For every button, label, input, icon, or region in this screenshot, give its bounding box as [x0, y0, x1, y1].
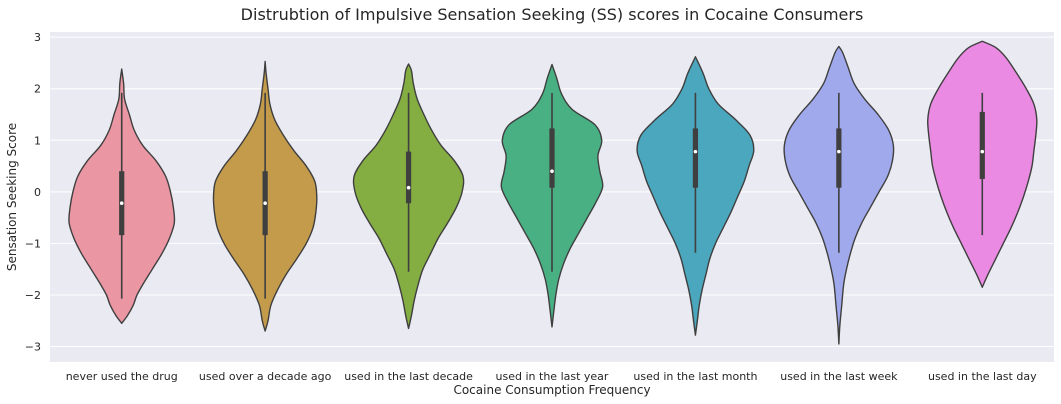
y-tick-labels: −3 −2 −1 0 1 2 3: [25, 31, 41, 353]
x-tick-label: used in the last week: [780, 370, 898, 383]
violin-iqr-box: [405, 151, 412, 204]
violin-median: [837, 149, 841, 154]
x-tick-label: used over a decade ago: [199, 370, 332, 383]
violins: [68, 40, 1038, 345]
violin-median: [980, 149, 985, 154]
violin-median: [119, 201, 124, 205]
x-tick-label: used in the last day: [928, 370, 1037, 383]
x-tick-label: never used the drug: [66, 370, 178, 383]
y-tick-label: 0: [34, 186, 41, 199]
y-tick-label: 3: [34, 31, 41, 44]
x-tick-label: used in the last decade: [344, 370, 473, 383]
x-tick-label: used in the last month: [633, 370, 757, 383]
violin-iqr-box: [979, 111, 985, 179]
violin-median: [693, 149, 698, 154]
x-axis-label: Cocaine Consumption Frequency: [453, 383, 650, 397]
violin-median: [550, 169, 554, 174]
y-tick-label: 2: [34, 83, 41, 96]
y-tick-label: −2: [25, 289, 41, 302]
x-tick-label: used in the last year: [496, 370, 609, 383]
violin-median: [406, 185, 411, 190]
chart-title: Distrubtion of Impulsive Sensation Seeki…: [241, 5, 864, 24]
x-tick-labels: never used the drug used over a decade ag…: [66, 370, 1037, 383]
violin-iqr-box: [836, 128, 842, 188]
y-tick-label: −3: [25, 341, 41, 354]
y-axis-label: Sensation Seeking Score: [5, 123, 19, 271]
violin-iqr-box: [692, 128, 699, 188]
y-tick-label: 1: [34, 134, 41, 147]
violin-median: [263, 201, 267, 205]
violin-iqr-box: [549, 128, 555, 188]
y-tick-label: −1: [25, 237, 41, 250]
